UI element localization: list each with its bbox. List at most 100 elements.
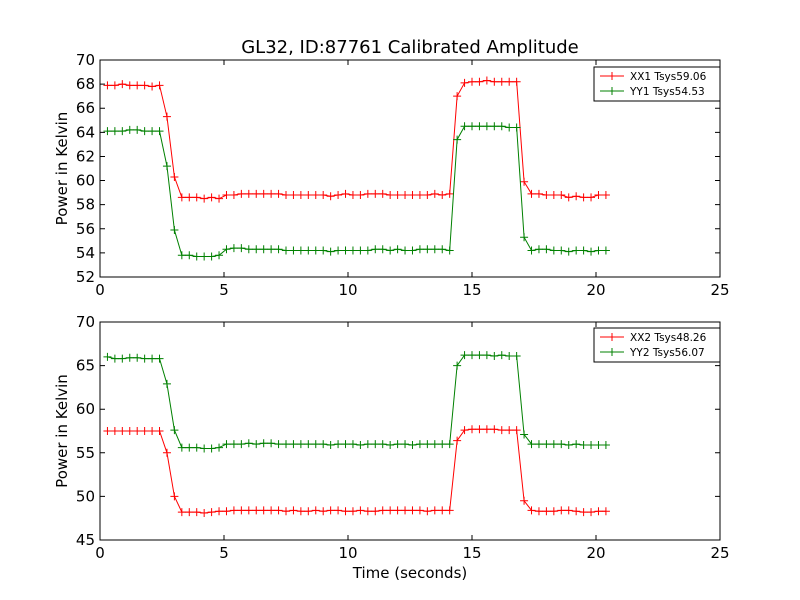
data-point [438, 191, 447, 200]
data-point [408, 506, 417, 515]
y-tick-label: 50 [76, 487, 95, 505]
data-point [520, 430, 529, 439]
data-point [304, 440, 313, 449]
data-point [296, 191, 305, 200]
data-point [155, 127, 164, 136]
data-point [549, 507, 558, 516]
data-point [475, 77, 484, 86]
data-point [304, 507, 313, 516]
data-point [319, 440, 328, 449]
data-point [133, 81, 142, 90]
series-line-xx1 [107, 79, 606, 200]
y-tick-label: 52 [76, 268, 95, 286]
top-chart-panel: 0 5 10 15 20 25 52 54 56 58 60 62 64 66 68 70 Power in K… [53, 51, 730, 299]
data-point [200, 444, 209, 453]
data-point [564, 247, 573, 256]
data-point [520, 177, 529, 186]
data-point [103, 427, 112, 435]
x-tick-label: 20 [586, 544, 605, 562]
data-point [438, 440, 447, 449]
legend-swatch [600, 333, 624, 341]
data-point [274, 506, 283, 515]
data-point [587, 193, 596, 202]
data-point [482, 122, 491, 131]
data-point [460, 426, 469, 435]
data-point [445, 506, 454, 515]
data-point [334, 440, 343, 449]
data-point [192, 252, 201, 261]
data-point [490, 77, 499, 86]
x-tick-label: 10 [338, 281, 357, 299]
data-point [564, 193, 573, 202]
data-point [572, 246, 581, 255]
data-point [430, 245, 439, 254]
data-point [215, 443, 224, 452]
data-point [170, 492, 179, 501]
y-tick-label: 64 [76, 123, 95, 141]
data-point [133, 125, 142, 134]
data-point [512, 123, 521, 132]
data-point [326, 440, 335, 449]
data-point [356, 191, 365, 200]
data-point [408, 191, 417, 200]
data-point [177, 193, 186, 202]
data-point [296, 440, 305, 449]
data-point [393, 506, 402, 515]
data-point [162, 379, 171, 388]
data-point [237, 440, 246, 449]
data-point [356, 506, 365, 515]
data-point [587, 440, 596, 449]
data-point [460, 78, 469, 87]
x-tick-label: 0 [95, 544, 105, 562]
data-point [348, 246, 357, 255]
data-point [125, 125, 134, 134]
data-point [564, 506, 573, 515]
chart-title: GL32, ID:87761 Calibrated Amplitude [241, 37, 579, 58]
data-point [549, 440, 558, 449]
data-point [572, 192, 581, 201]
data-point [110, 427, 119, 435]
data-point [527, 506, 536, 515]
data-point [326, 506, 335, 515]
data-point [237, 244, 246, 253]
data-point [311, 440, 320, 449]
data-point [289, 246, 298, 255]
data-point [215, 194, 224, 203]
data-point [408, 246, 417, 255]
x-tick-label: 10 [338, 544, 357, 562]
data-point [430, 506, 439, 515]
data-point [185, 193, 194, 202]
data-point [512, 77, 521, 86]
data-point [319, 507, 328, 516]
data-point [356, 440, 365, 449]
data-point [557, 440, 566, 449]
data-point [140, 81, 149, 90]
data-point [200, 194, 209, 203]
y-tick-label: 54 [76, 244, 95, 262]
data-point [334, 191, 343, 200]
x-tick-label: 0 [95, 281, 105, 299]
data-point [542, 440, 551, 449]
data-point [490, 425, 499, 434]
data-point [229, 191, 238, 200]
data-point [438, 506, 447, 515]
y-tick-label: 60 [76, 400, 95, 418]
data-point [110, 127, 119, 136]
data-point [601, 507, 610, 516]
data-point [267, 439, 276, 448]
data-point [348, 507, 357, 516]
data-point [170, 172, 179, 181]
data-point [282, 246, 290, 255]
data-point [118, 80, 127, 89]
data-point [192, 443, 201, 452]
data-point [162, 162, 171, 171]
y-tick-label: 68 [76, 75, 95, 93]
y-tick-label: 70 [76, 313, 95, 331]
data-point [177, 443, 186, 452]
data-point [601, 440, 610, 449]
data-point [259, 189, 268, 198]
data-point [564, 440, 573, 449]
data-point [334, 506, 343, 515]
data-point [222, 440, 231, 449]
data-point [453, 361, 462, 370]
